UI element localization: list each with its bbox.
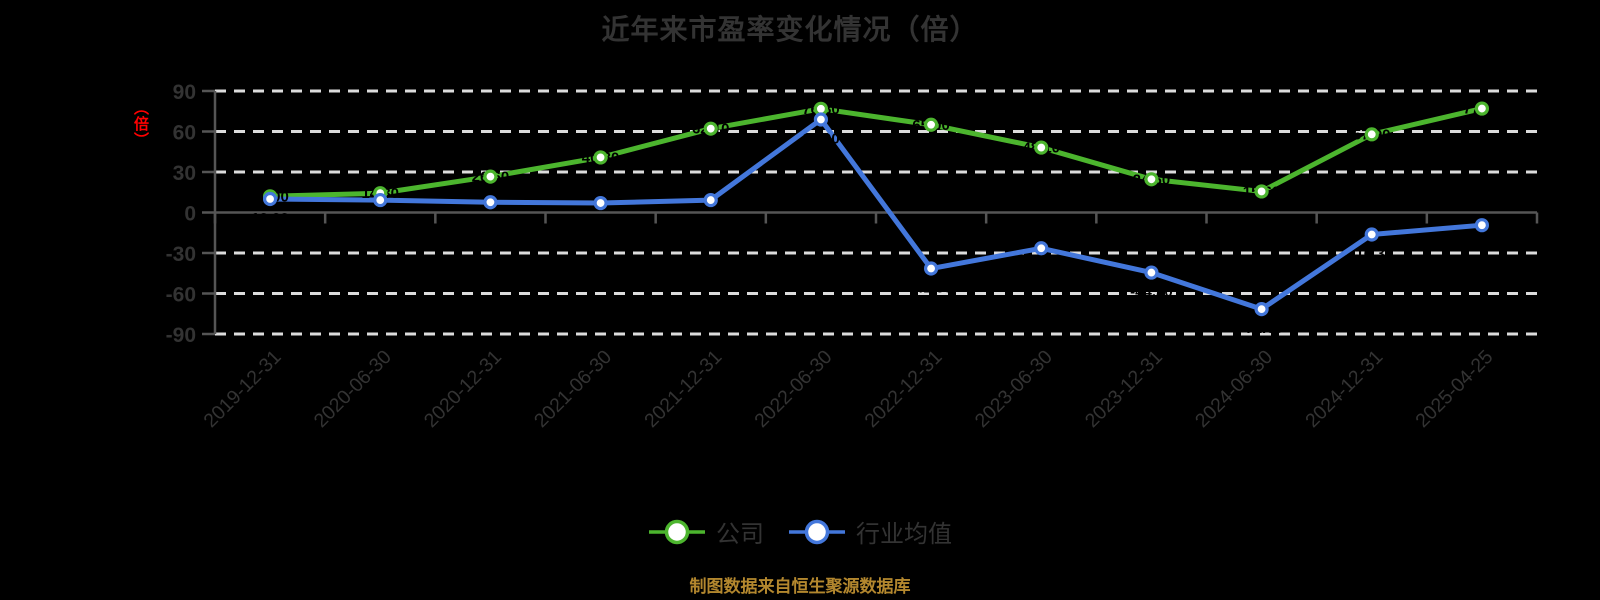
data-point-industry[interactable] <box>483 195 498 210</box>
data-point-company[interactable] <box>1144 172 1159 187</box>
x-axis-label: 2022-12-31 <box>861 346 947 432</box>
y-axis-tick-label: -60 <box>166 284 196 307</box>
data-point-industry[interactable] <box>262 191 278 207</box>
data-point-industry[interactable] <box>1144 265 1159 280</box>
data-point-industry[interactable] <box>373 192 388 208</box>
legend-item-company[interactable]: 公司 <box>648 514 764 549</box>
point-value-label: 68.90 <box>802 130 840 147</box>
point-value-label: -44.50 <box>1130 284 1173 301</box>
data-point-industry[interactable] <box>1474 218 1490 233</box>
point-value-label: 7.60 <box>476 213 505 230</box>
chart-title: 近年来市盈率变化情况（倍） <box>601 14 979 45</box>
point-value-label: -41.50 <box>910 280 953 297</box>
data-point-industry[interactable] <box>1034 241 1049 256</box>
x-axis-label: 2023-06-30 <box>971 346 1057 432</box>
x-axis-label: 2024-12-31 <box>1301 346 1387 432</box>
data-point-company[interactable] <box>703 121 718 136</box>
data-point-company[interactable] <box>1034 140 1049 155</box>
y-axis-tick-label: 30 <box>173 162 196 185</box>
data-point-industry[interactable] <box>923 261 939 276</box>
point-value-label: -71.60 <box>1240 320 1283 337</box>
x-axis-label: 2021-12-31 <box>640 346 726 432</box>
y-axis-unit-label: （倍） <box>132 100 149 148</box>
point-value-label: -9.40 <box>1465 236 1499 253</box>
point-value-label: -16.30 <box>1350 246 1393 263</box>
y-axis-tick-label: 90 <box>173 81 196 104</box>
x-axis-label: 2023-12-31 <box>1081 346 1167 432</box>
point-value-label: 7.00 <box>586 214 615 231</box>
y-axis-tick-label: -30 <box>166 243 196 266</box>
data-point-industry[interactable] <box>1254 302 1269 317</box>
point-value-label: 10.00 <box>251 210 289 227</box>
data-point-company[interactable] <box>1474 101 1490 116</box>
y-axis-tick-label: 60 <box>173 122 196 145</box>
legend-label-company: 公司 <box>716 521 764 548</box>
data-point-company[interactable] <box>593 150 608 165</box>
x-axis-label: 2022-06-30 <box>750 346 836 432</box>
series-line-company <box>267 106 1485 199</box>
point-value-label: -26.50 <box>1020 259 1063 276</box>
y-axis-tick-label: -90 <box>166 324 196 347</box>
point-value-label: 9.20 <box>366 211 395 228</box>
x-axis-label: 2020-06-30 <box>310 346 396 432</box>
data-point-industry[interactable] <box>593 195 608 211</box>
x-axis-label: 2020-12-31 <box>420 346 506 432</box>
series-line-industry <box>267 116 1485 312</box>
y-axis-tick-label: 0 <box>184 203 196 226</box>
point-value-label: 9.20 <box>696 211 725 228</box>
data-point-industry[interactable] <box>1364 227 1379 242</box>
data-point-company[interactable] <box>1364 127 1379 142</box>
data-point-industry[interactable] <box>703 192 718 208</box>
data-point-company[interactable] <box>923 117 939 132</box>
source-note: 制图数据来自恒生聚源数据库 <box>689 577 911 596</box>
x-axis-label: 2024-06-30 <box>1191 346 1277 432</box>
line-circle-marker-icon <box>649 519 705 544</box>
line-circle-marker-icon <box>789 519 845 544</box>
legend-item-industry[interactable]: 行业均值 <box>788 514 952 549</box>
data-point-company[interactable] <box>483 169 498 184</box>
data-point-industry[interactable] <box>813 112 829 127</box>
legend: 公司 行业均值 <box>0 514 1600 549</box>
x-axis-label: 2021-06-30 <box>530 346 616 432</box>
x-axis-label: 2025-04-25 <box>1411 346 1497 432</box>
data-point-company[interactable] <box>1254 184 1269 199</box>
legend-label-industry: 行业均值 <box>856 521 952 548</box>
x-axis-label: 2019-12-31 <box>200 346 286 432</box>
